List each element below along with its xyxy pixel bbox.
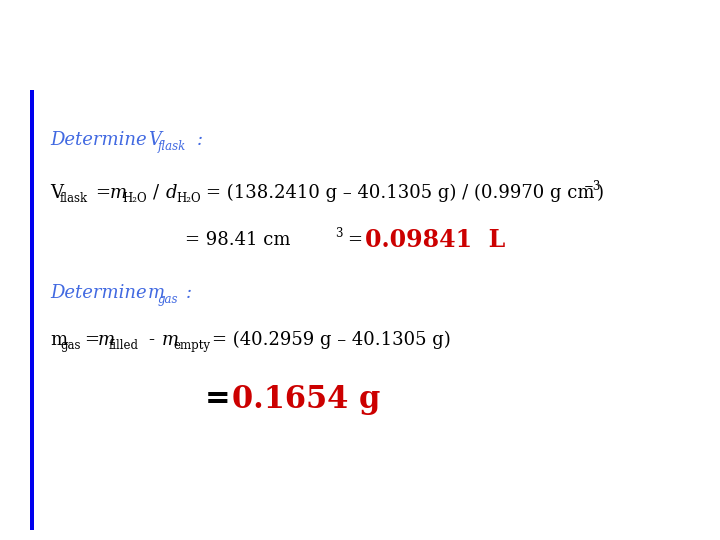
Text: gas: gas bbox=[158, 293, 179, 306]
Bar bbox=[30, 90, 34, 530]
Text: =: = bbox=[84, 331, 99, 349]
Text: =: = bbox=[95, 184, 110, 202]
Text: empty: empty bbox=[173, 340, 210, 353]
Text: ): ) bbox=[597, 184, 604, 202]
Text: 3: 3 bbox=[335, 227, 343, 240]
Text: H₂O: H₂O bbox=[122, 192, 147, 205]
Text: flask: flask bbox=[158, 140, 186, 153]
Text: = (40.2959 g – 40.1305 g): = (40.2959 g – 40.1305 g) bbox=[212, 331, 451, 349]
Text: Determine: Determine bbox=[50, 284, 153, 302]
Text: V: V bbox=[50, 184, 63, 202]
Text: 0.1654 g: 0.1654 g bbox=[232, 384, 380, 415]
Text: m: m bbox=[50, 331, 67, 349]
Text: = (138.2410 g – 40.1305 g) / (0.9970 g cm: = (138.2410 g – 40.1305 g) / (0.9970 g c… bbox=[206, 184, 595, 202]
Text: m: m bbox=[110, 184, 127, 202]
Text: m: m bbox=[162, 331, 179, 349]
Text: =: = bbox=[347, 231, 362, 249]
Text: Determine: Determine bbox=[50, 131, 153, 149]
Text: Example 6-10: Example 6-10 bbox=[18, 23, 211, 50]
Text: d: d bbox=[166, 184, 178, 202]
Text: gas: gas bbox=[60, 340, 81, 353]
Text: −3: −3 bbox=[584, 180, 601, 193]
Text: :: : bbox=[197, 131, 203, 149]
Text: flask: flask bbox=[60, 192, 88, 205]
Text: H₂O: H₂O bbox=[176, 192, 201, 205]
Text: /: / bbox=[153, 184, 159, 202]
Text: =: = bbox=[205, 384, 230, 415]
Text: filled: filled bbox=[109, 340, 139, 353]
Text: :: : bbox=[186, 284, 192, 302]
Text: -: - bbox=[148, 331, 154, 349]
Text: V: V bbox=[148, 131, 161, 149]
Text: m: m bbox=[98, 331, 115, 349]
Text: = 98.41 cm: = 98.41 cm bbox=[185, 231, 290, 249]
Text: m: m bbox=[148, 284, 165, 302]
Text: 0.09841  L: 0.09841 L bbox=[365, 228, 505, 252]
